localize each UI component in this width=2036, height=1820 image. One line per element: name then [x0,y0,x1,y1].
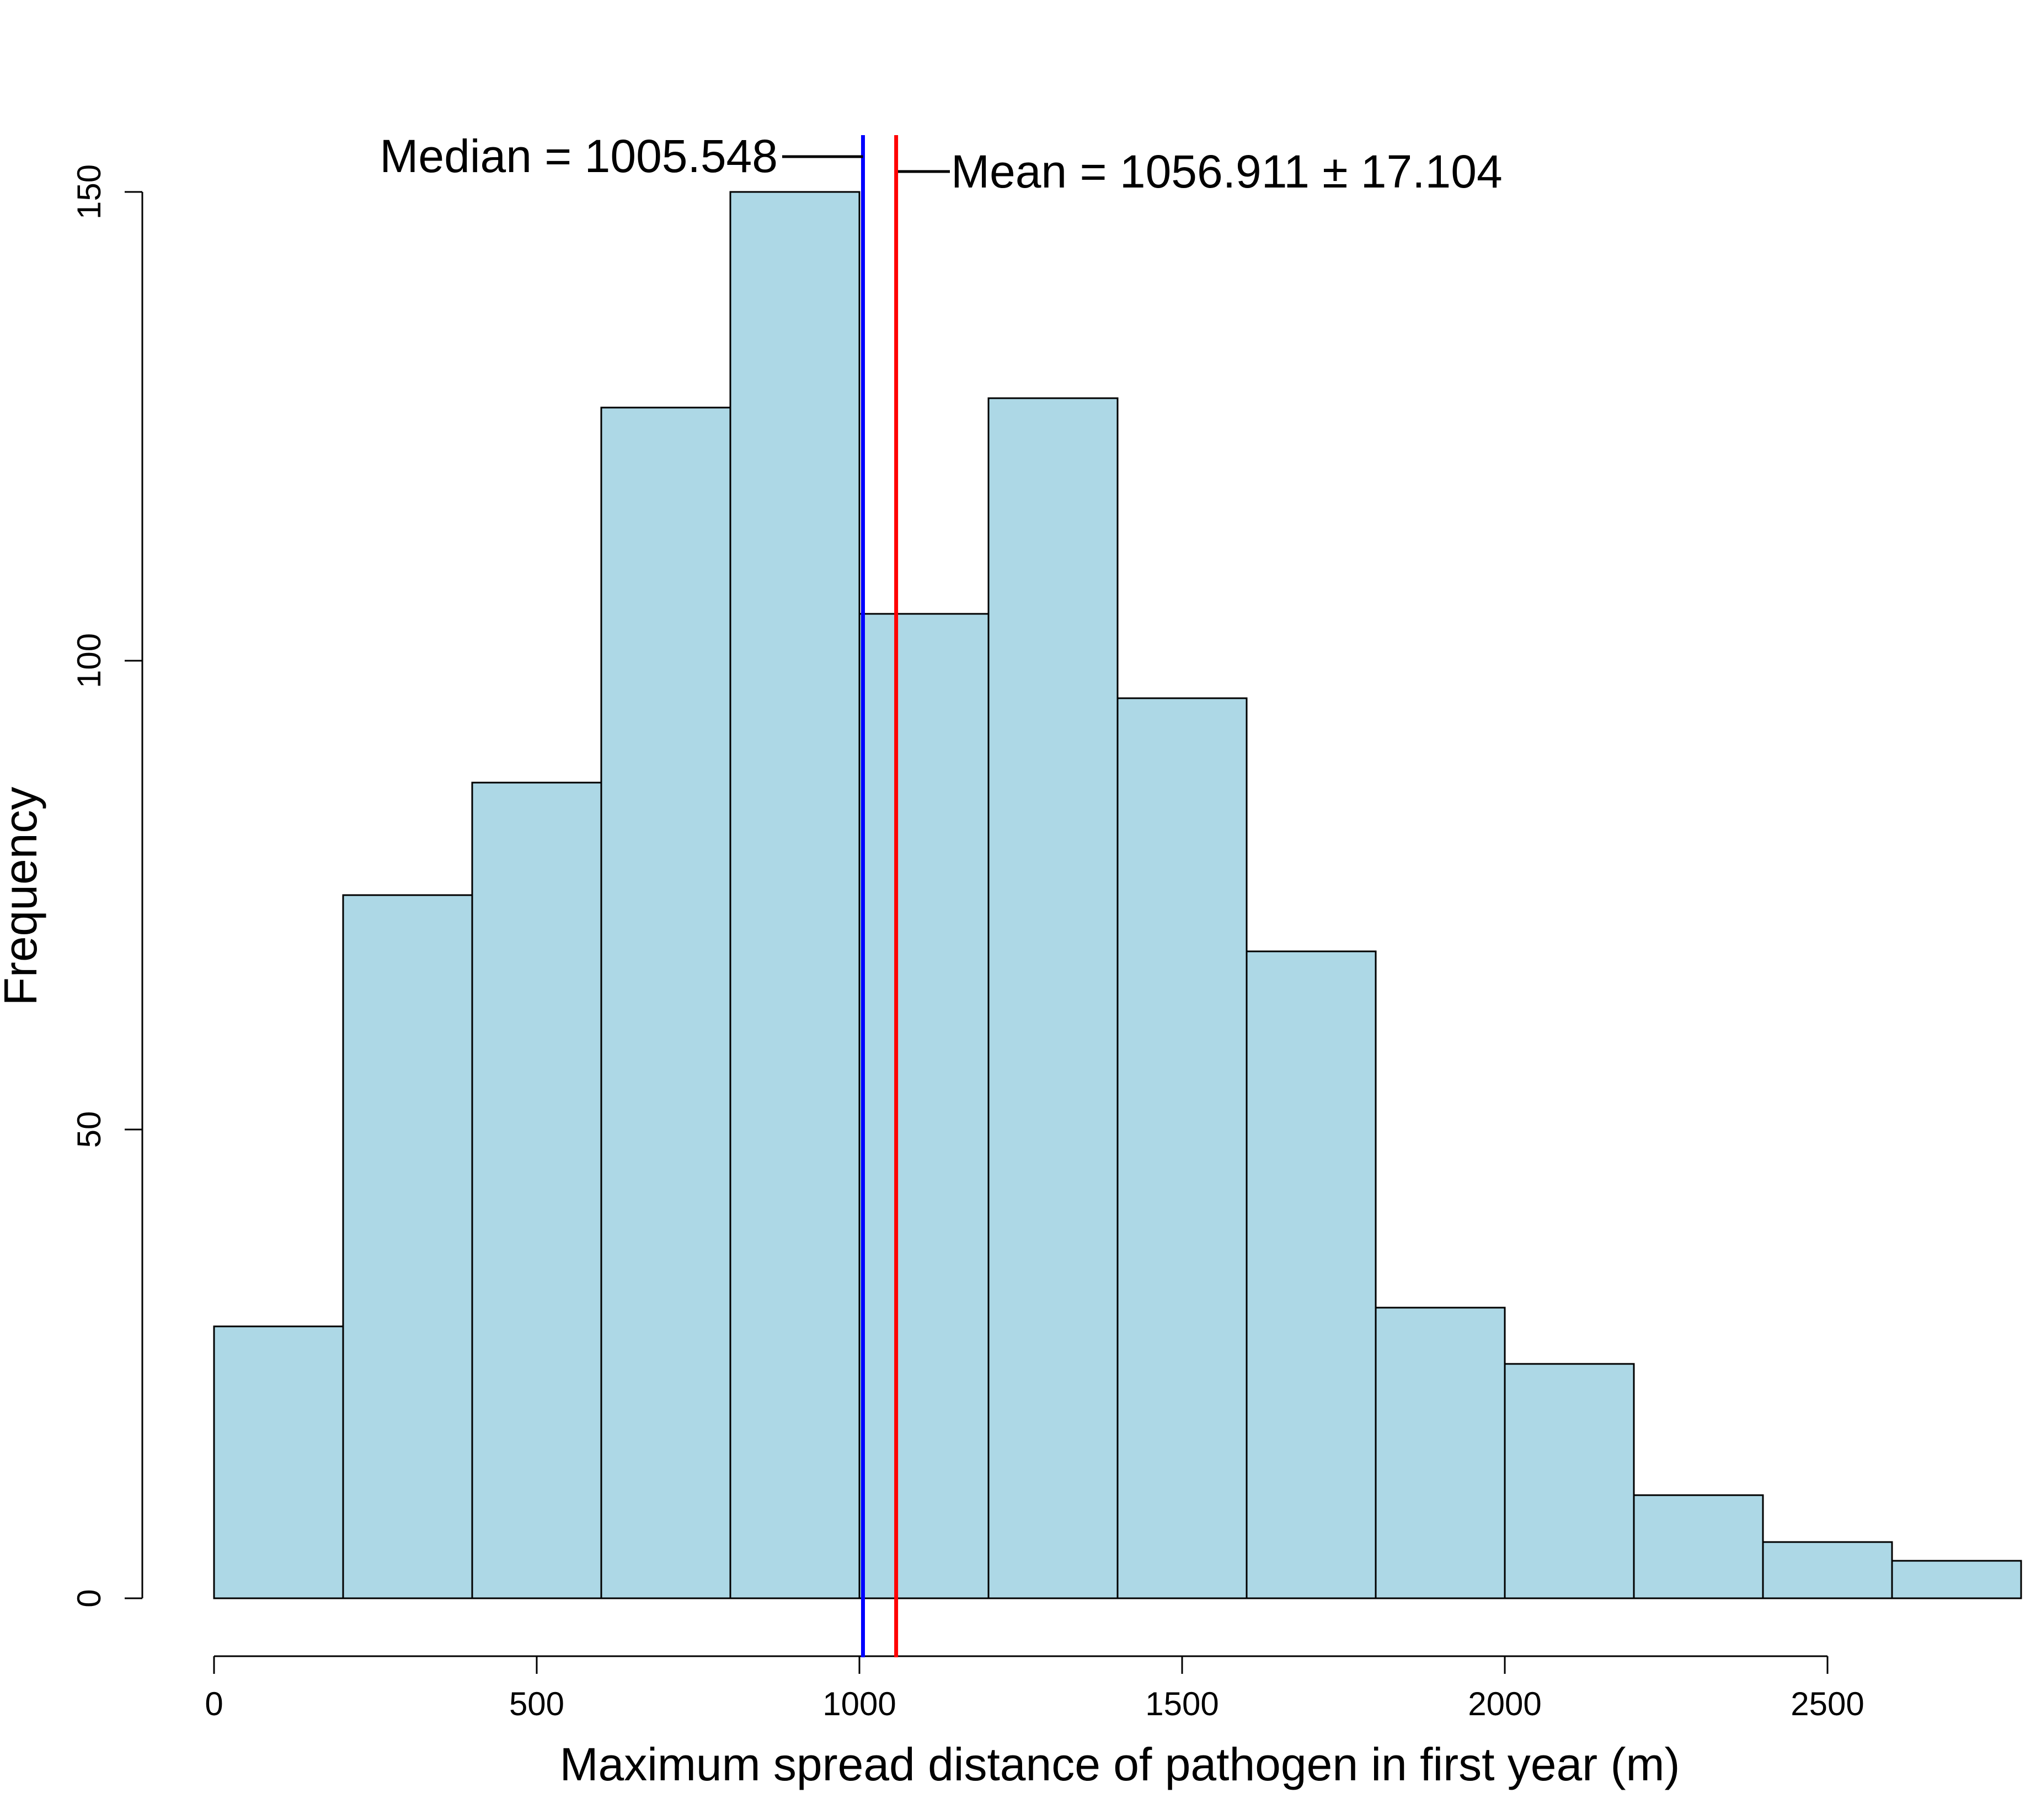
histogram-bar [600,406,731,1599]
histogram-bar [1246,950,1377,1599]
x-tick-label: 1000 [822,1685,896,1722]
x-tick-label: 0 [205,1685,223,1722]
histogram-bar [1504,1363,1635,1599]
reference-lines: Median = 1005.548 Mean = 1056.911 ± 17.10… [380,130,1503,1657]
y-tick-label: 0 [71,1589,108,1607]
histogram-bar [471,781,602,1599]
histogram-bar [1633,1494,1764,1599]
histogram-bar [1891,1560,2022,1599]
histogram-bar [342,894,473,1599]
histogram-bar [729,191,861,1599]
x-axis: 0 500 1000 1500 2000 2500 [205,1655,1864,1722]
y-tick-label: 100 [71,633,108,688]
histogram-bar [1116,697,1248,1599]
y-axis-title: Frequency [0,787,46,1006]
histogram-bar [213,1325,344,1599]
median-label: Median = 1005.548 [380,130,778,182]
x-tick-label: 500 [509,1685,564,1722]
x-tick-label: 2000 [1468,1685,1541,1722]
histogram-bar [858,613,990,1599]
bars-group [213,191,2022,1599]
histogram-bar [987,397,1119,1599]
y-tick-label: 150 [71,164,108,220]
x-tick-label: 1500 [1145,1685,1219,1722]
y-axis: 0 50 100 150 [71,164,143,1608]
y-tick-label: 50 [71,1111,108,1148]
mean-label: Mean = 1056.911 ± 17.104 [951,146,1503,197]
x-axis-title: Maximum spread distance of pathogen in f… [560,1738,1680,1790]
x-tick-label: 2500 [1791,1685,1864,1722]
histogram-bar [1762,1541,1893,1599]
histogram-bar [1375,1307,1506,1599]
